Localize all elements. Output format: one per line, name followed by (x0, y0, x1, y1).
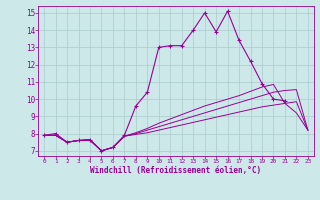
X-axis label: Windchill (Refroidissement éolien,°C): Windchill (Refroidissement éolien,°C) (91, 166, 261, 175)
